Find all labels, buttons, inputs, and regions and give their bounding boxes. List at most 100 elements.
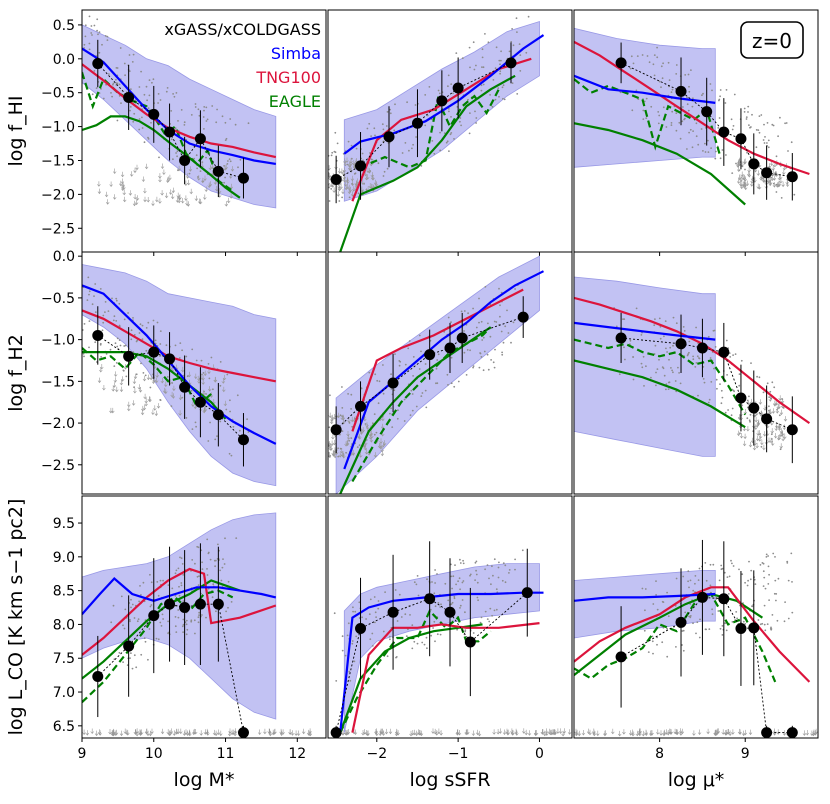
- scatter-point: [688, 351, 690, 354]
- scatter-point: [661, 77, 664, 80]
- xgass-point: [786, 424, 798, 436]
- scatter-point: [377, 600, 380, 602]
- scatter-point: [686, 148, 688, 150]
- scatter-point: [172, 93, 175, 95]
- upper-limit-arrow: [477, 730, 482, 737]
- upper-limit-arrow: [171, 187, 176, 194]
- eagle-line: [82, 351, 227, 420]
- upper-limit-arrow: [143, 393, 147, 400]
- upper-limit-arrow: [182, 730, 187, 736]
- scatter-point: [707, 401, 710, 404]
- scatter-point: [462, 559, 464, 562]
- upper-limit-arrow: [802, 730, 807, 736]
- scatter-point: [161, 613, 164, 616]
- panel-h2_ssfr: [327, 251, 573, 495]
- scatter-point: [712, 563, 715, 566]
- scatter-point: [670, 122, 673, 124]
- upper-limit-arrow: [154, 410, 159, 417]
- scatter-point: [350, 393, 353, 396]
- scatter-point: [466, 349, 469, 351]
- scatter-point: [771, 614, 774, 616]
- scatter-point: [720, 564, 723, 567]
- scatter-point: [216, 435, 218, 437]
- scatter-point: [771, 438, 773, 440]
- scatter-point: [190, 619, 193, 622]
- scatter-point: [447, 85, 449, 88]
- scatter-point: [746, 406, 749, 409]
- scatter-point: [159, 621, 162, 624]
- scatter-point: [409, 614, 411, 616]
- scatter-point: [159, 399, 162, 401]
- scatter-point: [339, 447, 342, 450]
- upper-limit-arrow: [138, 730, 143, 736]
- simba-scatter-band: [335, 255, 540, 494]
- scatter-point: [418, 334, 421, 337]
- scatter-point: [467, 312, 469, 315]
- scatter-point: [744, 168, 746, 171]
- scatter-point: [182, 600, 185, 602]
- scatter-point: [201, 561, 204, 564]
- scatter-point: [478, 321, 480, 324]
- xgass-point: [123, 91, 135, 103]
- galaxy-scatter-points: [333, 549, 572, 737]
- scatter-point: [174, 594, 177, 597]
- scatter-point: [510, 41, 513, 43]
- scatter-point: [101, 43, 103, 46]
- upper-limit-arrow: [777, 181, 781, 187]
- scatter-point: [406, 101, 408, 104]
- scatter-point: [138, 600, 141, 603]
- scatter-point: [195, 425, 198, 428]
- upper-limit-arrow: [354, 181, 359, 187]
- scatter-point: [450, 83, 453, 85]
- scatter-point: [709, 357, 712, 359]
- upper-limit-arrow: [342, 453, 346, 459]
- scatter-point: [704, 142, 706, 145]
- scatter-point: [124, 608, 127, 611]
- scatter-point: [185, 623, 188, 626]
- scatter-point: [147, 321, 150, 324]
- scatter-point: [333, 612, 336, 615]
- upper-limit-arrow: [374, 729, 378, 735]
- scatter-point: [238, 429, 241, 432]
- scatter-point: [133, 334, 136, 336]
- scatter-point: [761, 622, 764, 625]
- scatter-point: [159, 99, 162, 101]
- scatter-point: [132, 120, 135, 123]
- scatter-point: [124, 344, 127, 347]
- upper-limit-arrow: [716, 728, 721, 734]
- scatter-point: [424, 363, 427, 365]
- scatter-point: [225, 610, 228, 613]
- upper-limit-arrow: [551, 729, 555, 736]
- scatter-point: [699, 618, 701, 621]
- upper-limit-arrow: [756, 430, 760, 436]
- scatter-point: [623, 346, 625, 349]
- scatter-point: [688, 340, 691, 343]
- upper-limit-arrow: [133, 388, 137, 394]
- scatter-point: [88, 48, 91, 51]
- upper-limit-arrow: [617, 730, 622, 737]
- scatter-point: [695, 632, 697, 635]
- scatter-point: [413, 581, 416, 584]
- upper-limit-arrow: [203, 406, 208, 412]
- scatter-point: [730, 414, 733, 417]
- scatter-point: [657, 122, 660, 125]
- scatter-point: [425, 406, 428, 409]
- scatter-point: [498, 561, 500, 564]
- upper-limit-arrow: [223, 165, 227, 171]
- upper-limit-arrow: [338, 452, 342, 458]
- scatter-point: [214, 559, 217, 562]
- scatter-point: [102, 314, 105, 317]
- scatter-point: [403, 420, 406, 422]
- scatter-point: [664, 320, 667, 322]
- scatter-point: [453, 597, 456, 600]
- upper-limit-arrow: [185, 173, 190, 179]
- galaxy-scatter-points: [328, 15, 530, 202]
- upper-limit-arrow: [181, 366, 185, 373]
- scatter-point: [224, 121, 227, 124]
- scatter-point: [683, 118, 685, 121]
- xgass-point: [675, 616, 687, 628]
- scatter-point: [106, 35, 109, 38]
- scatter-point: [688, 131, 690, 134]
- scatter-point: [247, 122, 250, 125]
